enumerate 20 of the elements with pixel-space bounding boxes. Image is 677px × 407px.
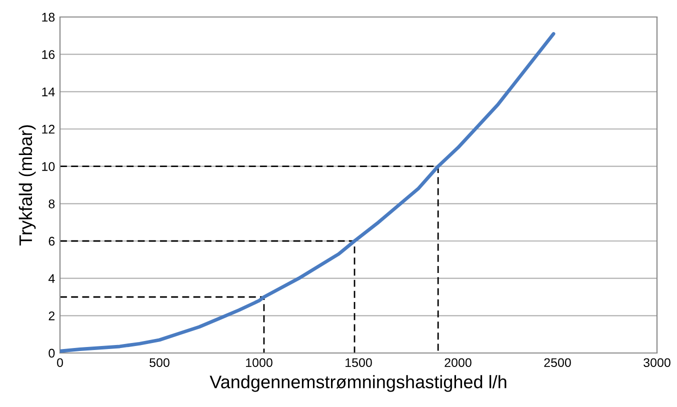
- y-tick-label: 4: [48, 274, 55, 283]
- y-tick-label: 12: [42, 124, 55, 134]
- y-tick-label: 10: [42, 162, 55, 171]
- y-tick-label: 2: [48, 311, 55, 320]
- x-tick-label: 2500: [544, 358, 571, 368]
- x-tick-label: 1500: [346, 358, 372, 368]
- y-tick-label: 16: [42, 50, 55, 59]
- y-axis-title: Trykfald (mbar): [18, 125, 36, 246]
- y-tick-label: 8: [48, 199, 55, 208]
- line-series: [60, 32, 556, 353]
- x-tick-label: 2000: [444, 358, 472, 368]
- x-tick-label: 0: [57, 358, 63, 368]
- y-tick-label: 14: [42, 88, 55, 96]
- y-tick-label: 6: [48, 236, 55, 246]
- y-tick-label: 0: [48, 348, 55, 358]
- x-axis-title: Vandgennemstrømningshastighed l/h: [210, 375, 506, 392]
- y-tick-label: 18: [42, 12, 55, 22]
- x-tick-label: 3000: [644, 358, 670, 368]
- x-tick-label: 500: [150, 358, 170, 368]
- x-tick-label: 1000: [246, 358, 272, 368]
